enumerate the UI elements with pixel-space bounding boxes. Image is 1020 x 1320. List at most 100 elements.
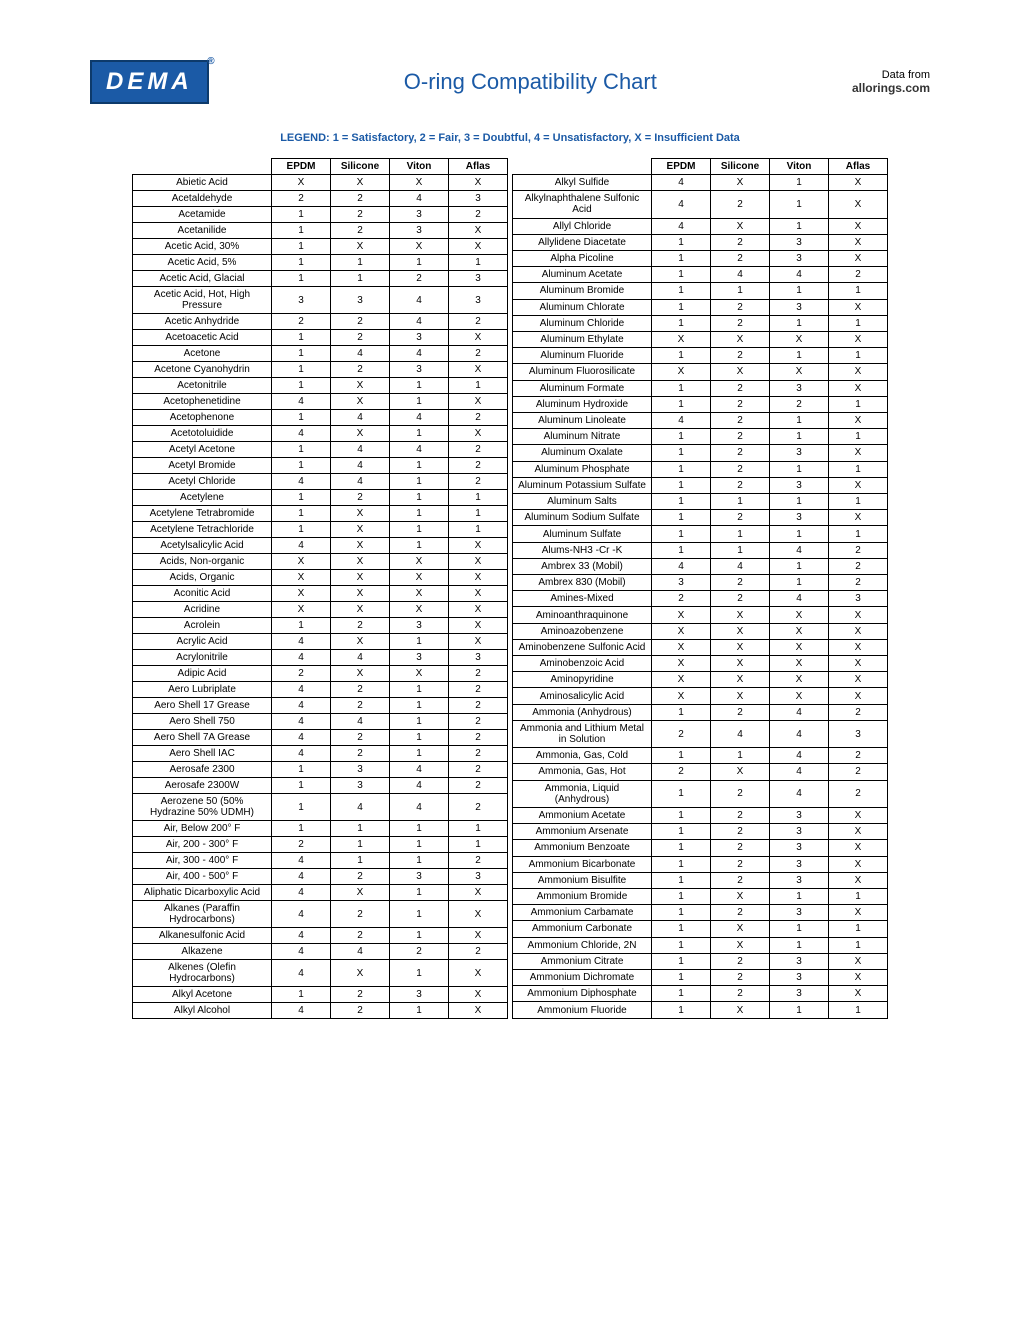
rating-cell: 1 — [829, 283, 888, 299]
chemical-name: Acetic Acid, Hot, High Pressure — [133, 287, 272, 314]
rating-cell: 1 — [652, 1002, 711, 1019]
table-row: Alkanes (Paraffin Hydrocarbons)421X — [133, 901, 508, 928]
rating-cell: 1 — [331, 837, 390, 853]
rating-cell: X — [331, 960, 390, 987]
table-row: Aluminum Phosphate1211 — [513, 461, 888, 477]
chemical-name: Aminobenzoic Acid — [513, 656, 652, 672]
chemical-name: Allylidene Diacetate — [513, 234, 652, 250]
rating-cell: 1 — [652, 969, 711, 985]
table-row: Acetic Acid, 30%1XXX — [133, 239, 508, 255]
rating-cell: 1 — [829, 461, 888, 477]
rating-cell: 1 — [272, 239, 331, 255]
chemical-name: Aluminum Bromide — [513, 283, 652, 299]
rating-cell: 4 — [390, 778, 449, 794]
rating-cell: 1 — [652, 921, 711, 937]
rating-cell: 1 — [829, 921, 888, 937]
rating-cell: 1 — [390, 885, 449, 901]
rating-cell: 4 — [272, 714, 331, 730]
rating-cell: 1 — [272, 490, 331, 506]
rating-cell: 2 — [711, 348, 770, 364]
rating-cell: 2 — [711, 780, 770, 807]
rating-cell: X — [829, 607, 888, 623]
table-row: Alpha Picoline123X — [513, 250, 888, 266]
rating-cell: 3 — [829, 591, 888, 607]
table-row: Acetyl Chloride4412 — [133, 474, 508, 490]
rating-cell: 3 — [770, 234, 829, 250]
col-silicone: Silicone — [331, 159, 390, 175]
rating-cell: 1 — [272, 458, 331, 474]
table-row: Aluminum Salts1111 — [513, 494, 888, 510]
rating-cell: X — [770, 656, 829, 672]
rating-cell: X — [829, 688, 888, 704]
rating-cell: 1 — [652, 526, 711, 542]
table-row: Ammonium Bisulfite123X — [513, 872, 888, 888]
chemical-name: Aluminum Phosphate — [513, 461, 652, 477]
rating-cell: X — [272, 602, 331, 618]
table-row: Aluminum Sulfate1111 — [513, 526, 888, 542]
rating-cell: 1 — [770, 218, 829, 234]
rating-cell: 3 — [390, 207, 449, 223]
rating-cell: 3 — [390, 223, 449, 239]
table-row: Alkyl Acetone123X — [133, 987, 508, 1003]
chemical-name: Acids, Non-organic — [133, 554, 272, 570]
rating-cell: 4 — [331, 794, 390, 821]
table-row: Acrylic Acid4X1X — [133, 634, 508, 650]
rating-cell: 3 — [770, 872, 829, 888]
rating-cell: X — [449, 570, 508, 586]
rating-cell: 4 — [272, 1003, 331, 1019]
chemical-name: Ammonium Dichromate — [513, 969, 652, 985]
table-row: Aminobenzoic AcidXXXX — [513, 656, 888, 672]
rating-cell: 3 — [770, 510, 829, 526]
rating-cell: 2 — [390, 271, 449, 287]
rating-cell: 1 — [829, 429, 888, 445]
rating-cell: 1 — [770, 429, 829, 445]
rating-cell: 1 — [390, 1003, 449, 1019]
rating-cell: X — [449, 901, 508, 928]
chemical-name: Acetanilide — [133, 223, 272, 239]
rating-cell: X — [711, 175, 770, 191]
rating-cell: 1 — [652, 429, 711, 445]
rating-cell: 4 — [272, 869, 331, 885]
tables-container: EPDM Silicone Viton Aflas Abietic AcidXX… — [90, 158, 930, 1019]
table-row: Aluminum EthylateXXXX — [513, 331, 888, 347]
chemical-name: Alkazene — [133, 944, 272, 960]
rating-cell: X — [331, 570, 390, 586]
rating-cell: X — [652, 672, 711, 688]
rating-cell: X — [272, 554, 331, 570]
rating-cell: X — [652, 639, 711, 655]
rating-cell: 1 — [770, 175, 829, 191]
rating-cell: X — [829, 623, 888, 639]
chemical-name: Acetic Acid, 5% — [133, 255, 272, 271]
rating-cell: 3 — [770, 250, 829, 266]
rating-cell: X — [449, 538, 508, 554]
rating-cell: X — [449, 618, 508, 634]
table-row: Acids, Non-organicXXXX — [133, 554, 508, 570]
rating-cell: 2 — [331, 330, 390, 346]
rating-cell: 3 — [770, 840, 829, 856]
rating-cell: 1 — [272, 794, 331, 821]
rating-cell: 3 — [770, 969, 829, 985]
rating-cell: 3 — [449, 271, 508, 287]
rating-cell: 1 — [652, 905, 711, 921]
chemical-name: Acetophenetidine — [133, 394, 272, 410]
table-row: Aero Shell 7A Grease4212 — [133, 730, 508, 746]
rating-cell: X — [829, 412, 888, 428]
table-row: Aero Lubriplate4212 — [133, 682, 508, 698]
table-row: Aero Shell 17 Grease4212 — [133, 698, 508, 714]
rating-cell: 4 — [711, 267, 770, 283]
logo: DEMA ® — [90, 60, 209, 104]
rating-cell: X — [829, 250, 888, 266]
rating-cell: 1 — [652, 780, 711, 807]
rating-cell: 2 — [711, 807, 770, 823]
rating-cell: 4 — [770, 780, 829, 807]
chemical-name: Alkanesulfonic Acid — [133, 928, 272, 944]
rating-cell: 1 — [272, 618, 331, 634]
rating-cell: 2 — [711, 953, 770, 969]
rating-cell: X — [331, 885, 390, 901]
rating-cell: 1 — [449, 821, 508, 837]
rating-cell: 1 — [449, 506, 508, 522]
table-row: Acetoacetic Acid123X — [133, 330, 508, 346]
chemical-name: Aero Lubriplate — [133, 682, 272, 698]
table-row: AminopyridineXXXX — [513, 672, 888, 688]
chemical-name: Aminosalicylic Acid — [513, 688, 652, 704]
